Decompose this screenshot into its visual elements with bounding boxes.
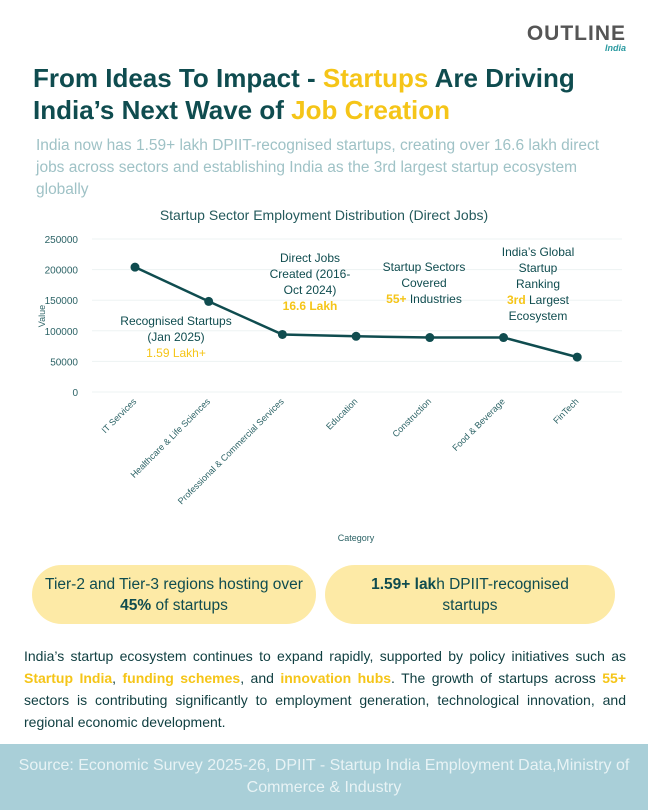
x-tick-label: Education — [324, 396, 359, 431]
logo-sub: India — [604, 43, 626, 53]
regions-pill: Tier-2 and Tier-3 regions hosting over 4… — [32, 565, 316, 624]
y-tick-label: 100000 — [45, 327, 79, 338]
source-footer: Source: Economic Survey 2025-26, DPIIT -… — [0, 744, 648, 810]
x-axis-label: Category — [338, 533, 375, 543]
x-tick-label: Healthcare & Life Sciences — [129, 396, 213, 480]
data-point — [204, 296, 214, 306]
data-point — [351, 331, 361, 341]
startups-pill: 1.59+ lakh DPIIT-recognised startups — [325, 565, 615, 624]
annotation: Direct Jobs Created (2016-Oct 2024) 16.6 L… — [270, 251, 351, 313]
annotation: Recognised Startups (Jan 2025) 1.59 Lakh+ — [120, 314, 231, 360]
outline-india-logo: OUTLINE India — [527, 22, 626, 53]
data-point — [499, 333, 508, 343]
y-tick-label: 0 — [72, 388, 78, 399]
body-text: India’s startup ecosystem continues to e… — [24, 648, 627, 730]
line-chart: 0 50000 100000 150000 200000 250000 Value Categ… — [37, 235, 622, 543]
page-title: From Ideas To Impact - Startups Are Driv… — [33, 63, 575, 125]
y-tick-label: 200000 — [45, 266, 79, 277]
data-point — [572, 352, 582, 362]
data-point — [277, 329, 287, 339]
y-tick-label: 50000 — [50, 357, 78, 368]
y-tick-label: 250000 — [45, 235, 79, 246]
x-tick-label: IT Services — [100, 396, 139, 435]
annotation: Startup Sectors Covered 55+ Industries — [383, 260, 466, 306]
logo-word: OUTLINE — [526, 22, 626, 45]
data-point — [425, 333, 435, 343]
subtitle: India now has 1.59+ lakh DPIIT-recognise… — [36, 137, 600, 198]
chart-title: Startup Sector Employment Distribution (… — [159, 207, 489, 223]
x-tick-label: FinTech — [551, 396, 580, 425]
y-axis-label: Value — [37, 305, 47, 327]
x-tick-label: Construction — [390, 396, 433, 439]
annotation: India’s Global Startup Ranking 3rd Largest E… — [502, 245, 575, 323]
data-point — [130, 262, 140, 272]
y-tick-label: 150000 — [45, 296, 79, 307]
x-tick-label: Food & Beverage — [450, 396, 507, 453]
